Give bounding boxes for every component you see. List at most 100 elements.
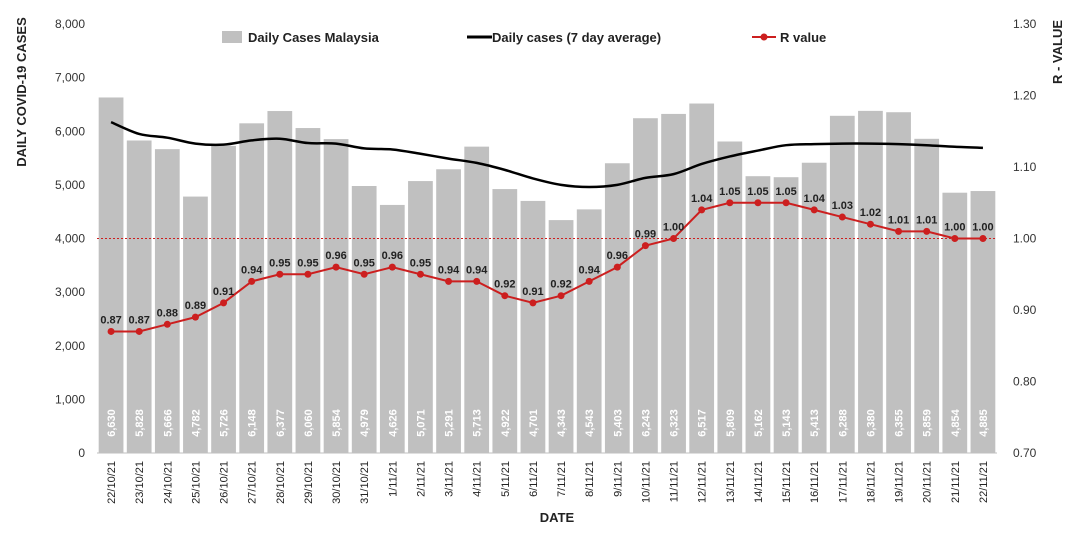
x-tick-label: 16/11/21 [809, 461, 821, 503]
bar-value-label: 5,859 [922, 409, 934, 437]
y2-tick-label: 0.70 [1013, 446, 1037, 460]
x-tick-label: 5/11/21 [500, 461, 512, 497]
bar [520, 200, 546, 453]
r-value-marker [416, 270, 424, 278]
r-value-marker [557, 292, 565, 300]
bar-value-label: 5,413 [809, 409, 821, 437]
bar-value-label: 6,148 [247, 409, 259, 437]
average-line-layer [110, 120, 983, 189]
r-value-marker [473, 277, 481, 285]
r-value-marker [726, 199, 734, 207]
x-tick-label: 25/10/21 [190, 461, 202, 504]
bar-value-label: 6,323 [669, 409, 681, 437]
r-value-label: 0.89 [185, 300, 206, 312]
r-value-marker [163, 320, 171, 328]
bar-value-label: 6,060 [303, 409, 315, 437]
bar-value-label: 5,726 [219, 409, 231, 437]
r-value-marker [923, 227, 931, 235]
x-tick-label: 3/11/21 [444, 461, 456, 497]
r-value-label: 0.96 [607, 250, 628, 262]
x-tick-label: 31/10/21 [359, 461, 371, 504]
y2-tick-label: 0.80 [1013, 375, 1037, 389]
r-value-line [111, 201, 983, 333]
bar [154, 149, 180, 453]
bar [773, 177, 799, 454]
r-value-marker [754, 199, 762, 207]
bar-value-label: 6,630 [106, 409, 118, 437]
x-tick-label: 28/10/21 [275, 461, 287, 504]
bar-value-label: 5,713 [472, 409, 484, 437]
r-value-label: 1.01 [888, 214, 909, 226]
bar-value-label: 5,809 [725, 409, 737, 437]
bar [464, 146, 490, 453]
bar [126, 140, 152, 453]
bar [576, 209, 602, 453]
bar-value-label: 4,343 [556, 409, 568, 437]
bar-value-label: 6,380 [865, 409, 877, 437]
y2-tick-label: 1.10 [1013, 160, 1037, 174]
bar [183, 196, 208, 453]
bar [689, 103, 715, 453]
x-tick-label: 27/10/21 [247, 461, 259, 504]
r-value-label: 0.88 [157, 307, 178, 319]
bar-value-label: 6,243 [640, 409, 652, 437]
y-tick-label: 2,000 [55, 339, 85, 353]
r-value-marker [360, 270, 368, 278]
r-value-marker [191, 313, 199, 321]
x-tick-label: 2/11/21 [415, 461, 427, 497]
r-value-label: 0.94 [578, 264, 600, 276]
r-value-label: 0.92 [494, 279, 515, 291]
r-value-marker [782, 199, 790, 207]
y-tick-label: 0 [78, 446, 85, 460]
r-value-label: 1.04 [691, 193, 713, 205]
bar [914, 138, 940, 453]
r-value-marker [698, 206, 706, 214]
x-tick-label: 19/11/21 [894, 461, 906, 503]
bar-value-label: 4,979 [359, 409, 371, 437]
bar [492, 189, 518, 454]
y-tick-label: 7,000 [55, 71, 85, 85]
r-value-marker [670, 235, 678, 242]
y-axis-right: 0.70 0.80 0.90 1.00 1.10 1.20 1.30 [1013, 17, 1037, 460]
x-tick-label: 4/11/21 [472, 461, 484, 497]
bar [604, 163, 630, 453]
bar-value-label: 4,922 [500, 409, 512, 437]
r-value-label: 0.99 [635, 229, 656, 241]
r-value-marker [248, 277, 256, 285]
x-tick-label: 6/11/21 [528, 461, 540, 497]
y-tick-label: 5,000 [55, 178, 85, 192]
y2-tick-label: 1.20 [1013, 89, 1037, 103]
r-value-marker [445, 277, 453, 285]
y-axis-title: DAILY COVID-19 CASES [14, 17, 29, 167]
r-value-label: 1.01 [916, 214, 937, 226]
r-value-label: 1.05 [719, 186, 740, 198]
r-value-label: 0.91 [522, 286, 543, 298]
r-value-marker [613, 263, 621, 271]
bar-value-label: 4,782 [190, 409, 202, 437]
r-value-layer [107, 199, 987, 335]
r-value-marker [979, 235, 987, 242]
y-tick-label: 3,000 [55, 285, 85, 299]
x-tick-label: 9/11/21 [612, 461, 624, 497]
r-value-label: 0.94 [438, 264, 460, 276]
y2-tick-label: 1.00 [1013, 232, 1037, 246]
r-value-label: 0.95 [410, 257, 431, 269]
y-tick-label: 8,000 [55, 17, 85, 31]
x-tick-label: 13/11/21 [725, 461, 737, 503]
r-value-label: 1.00 [663, 222, 684, 234]
bar-value-label: 4,854 [950, 408, 962, 436]
bar [436, 169, 461, 453]
r-value-label: 0.94 [466, 264, 488, 276]
bar-value-label: 5,291 [444, 409, 456, 437]
legend-swatch-bar [222, 31, 242, 43]
r-value-marker [866, 220, 874, 228]
x-tick-label: 30/10/21 [331, 461, 343, 504]
x-tick-label: 22/11/21 [978, 461, 990, 503]
bar-value-label: 4,626 [387, 409, 399, 437]
bar-value-label: 5,162 [753, 409, 765, 437]
r-value-marker [501, 292, 509, 300]
x-tick-label: 24/10/21 [162, 461, 174, 504]
x-tick-label: 15/11/21 [781, 461, 793, 503]
x-tick-label: 7/11/21 [556, 461, 568, 497]
